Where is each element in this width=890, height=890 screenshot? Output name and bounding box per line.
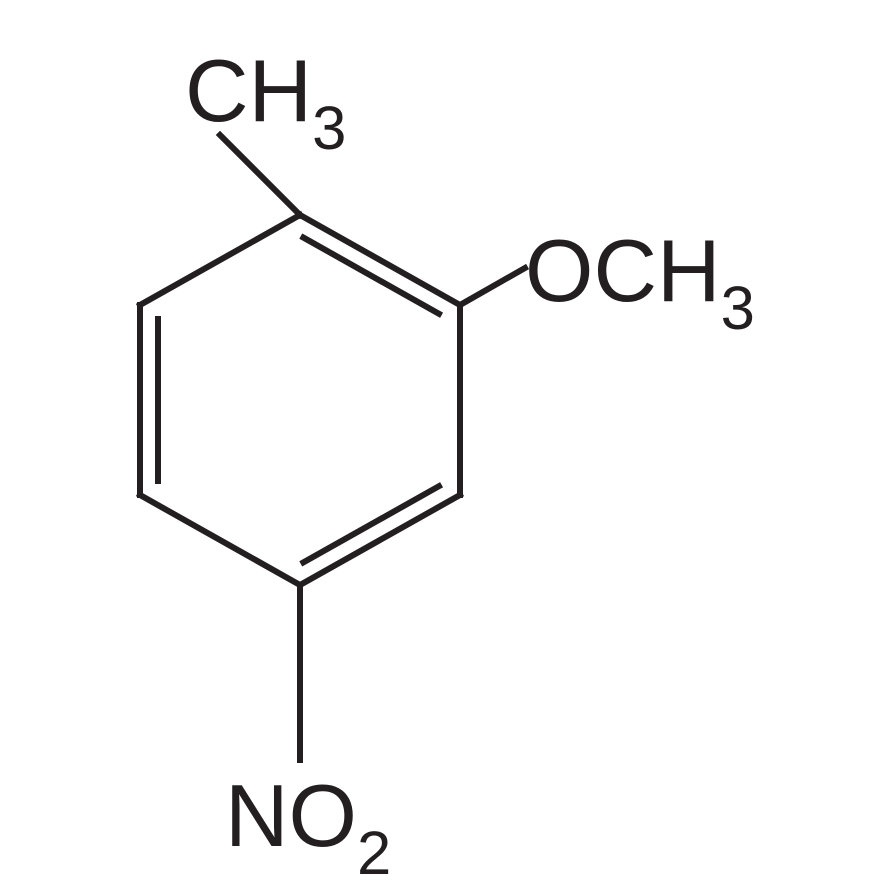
no2-text: NO xyxy=(225,766,357,865)
label-och3: OCH3 xyxy=(525,220,755,335)
och3-text: OCH xyxy=(525,221,721,320)
ch3-text: CH xyxy=(185,41,312,140)
bond-lines xyxy=(0,0,890,890)
structure-canvas: CH3 OCH3 NO2 xyxy=(0,0,890,890)
label-ch3: CH3 xyxy=(185,40,346,155)
ch3-sub: 3 xyxy=(312,94,346,163)
och3-sub: 3 xyxy=(721,274,755,343)
no2-sub: 2 xyxy=(357,819,391,888)
label-no2: NO2 xyxy=(225,765,391,880)
